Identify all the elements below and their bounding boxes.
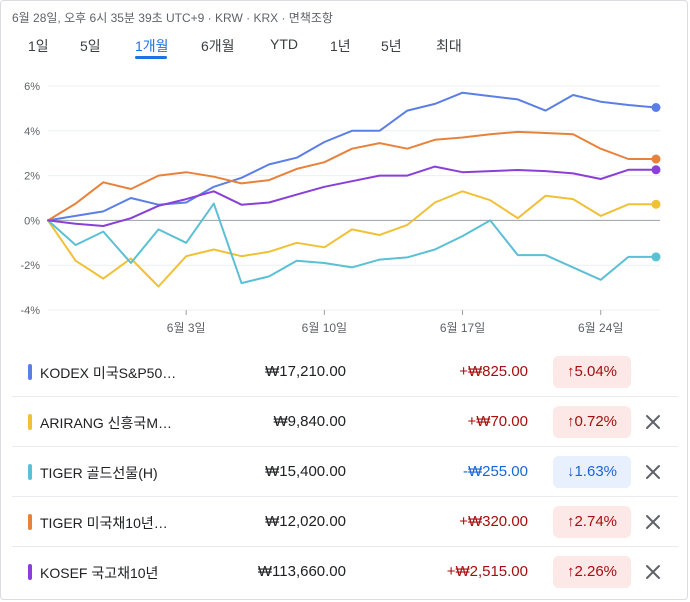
series-end-dot-1 — [651, 199, 661, 209]
y-tick-label: 6% — [24, 81, 40, 93]
list-item[interactable]: ARIRANG 신흥국M… ₩9,840.00 +₩70.00 ↑0.72% — [12, 397, 678, 447]
percent-change-badge: ↓1.63% — [553, 456, 631, 488]
series-end-dot-3 — [651, 154, 661, 164]
price-change: +₩320.00 — [459, 513, 528, 530]
percent-value: 5.04% — [574, 363, 618, 380]
comparison-chart[interactable]: 6% 4% 2% 0% -2% -4% 6월 3일 6월 10일 6월 17일 6월 24일 — [0, 70, 690, 340]
security-name[interactable]: KOSEF 국고채10년 — [40, 565, 159, 581]
x-tick-label: 6월 10일 — [302, 321, 347, 335]
series-color-marker — [28, 514, 32, 530]
series-line-2 — [47, 202, 657, 285]
percent-value: 0.72% — [574, 413, 618, 430]
series-end-dot-4 — [651, 165, 661, 175]
close-icon[interactable] — [642, 511, 664, 533]
price-change: +₩825.00 — [459, 363, 528, 380]
tab-7[interactable]: 최대 — [436, 38, 462, 54]
series-end-dot-0 — [651, 103, 661, 113]
percent-change-badge: ↑2.74% — [553, 506, 631, 538]
arrow-up-icon: ↑ — [566, 513, 575, 530]
x-tick-label: 6월 24일 — [578, 321, 623, 335]
security-price: ₩12,020.00 — [265, 513, 346, 530]
list-item[interactable]: KODEX 미국S&P50… ₩17,210.00 +₩825.00 ↑5.04% — [12, 347, 678, 397]
security-name[interactable]: TIGER 미국채10년… — [40, 515, 168, 531]
timestamp-disclaimer: 6월 28일, 오후 6시 35분 39초 UTC+9 · KRW · KRX … — [12, 11, 333, 25]
security-name[interactable]: ARIRANG 신흥국M… — [40, 415, 172, 431]
percent-change-badge: ↑2.26% — [553, 556, 631, 588]
tab-1[interactable]: 5일 — [80, 38, 101, 54]
series-line-3 — [47, 130, 657, 222]
list-item[interactable]: TIGER 미국채10년… ₩12,020.00 +₩320.00 ↑2.74% — [12, 497, 678, 547]
percent-value: 2.74% — [574, 513, 618, 530]
x-tick-label: 6월 3일 — [167, 321, 206, 335]
security-price: ₩15,400.00 — [265, 463, 346, 480]
security-name[interactable]: KODEX 미국S&P50… — [40, 365, 177, 381]
percent-change-badge: ↑5.04% — [553, 356, 631, 388]
y-tick-label: 0% — [24, 215, 40, 227]
close-icon[interactable] — [642, 461, 664, 483]
security-price: ₩113,660.00 — [257, 563, 346, 580]
tab-6[interactable]: 5년 — [381, 38, 402, 54]
percent-change-badge: ↑0.72% — [553, 406, 631, 438]
percent-value: 1.63% — [574, 463, 618, 480]
security-name[interactable]: TIGER 골드선물(H) — [40, 465, 158, 481]
price-change: +₩2,515.00 — [446, 563, 528, 580]
series-line-0 — [47, 91, 657, 222]
list-item[interactable]: KOSEF 국고채10년 ₩113,660.00 +₩2,515.00 ↑2.26% — [12, 547, 678, 597]
active-tab-indicator — [135, 56, 167, 59]
list-item[interactable]: TIGER 골드선물(H) ₩15,400.00 -₩255.00 ↓1.63% — [12, 447, 678, 497]
y-tick-label: 4% — [24, 126, 40, 138]
series-color-marker — [28, 364, 32, 380]
y-tick-label: -2% — [20, 260, 40, 272]
close-icon[interactable] — [642, 411, 664, 433]
series-end-dot-2 — [651, 252, 661, 262]
tab-4[interactable]: YTD — [270, 36, 298, 52]
tab-0[interactable]: 1일 — [28, 38, 49, 54]
series-line-4 — [47, 165, 657, 227]
tab-3[interactable]: 6개월 — [201, 38, 235, 54]
price-change: +₩70.00 — [467, 413, 528, 430]
tab-2[interactable]: 1개월 — [135, 38, 169, 54]
arrow-up-icon: ↑ — [566, 563, 575, 580]
tab-5[interactable]: 1년 — [330, 38, 351, 54]
range-tabs: 1일 5일 1개월 6개월 YTD 1년 5년 최대 — [0, 36, 690, 62]
price-change: -₩255.00 — [462, 463, 528, 480]
arrow-up-icon: ↑ — [566, 413, 575, 430]
arrow-up-icon: ↑ — [566, 363, 575, 380]
percent-value: 2.26% — [574, 563, 618, 580]
series-color-marker — [28, 564, 32, 580]
series-line-1 — [47, 190, 657, 288]
x-tick-label: 6월 17일 — [440, 321, 485, 335]
security-price: ₩17,210.00 — [265, 363, 346, 380]
y-tick-label: -4% — [20, 305, 40, 317]
series-color-marker — [28, 464, 32, 480]
comparison-list: KODEX 미국S&P50… ₩17,210.00 +₩825.00 ↑5.04% AR… — [12, 347, 678, 597]
series-color-marker — [28, 414, 32, 430]
close-icon[interactable] — [642, 561, 664, 583]
security-price: ₩9,840.00 — [273, 413, 346, 430]
y-tick-label: 2% — [24, 171, 40, 183]
arrow-down-icon: ↓ — [566, 463, 575, 480]
